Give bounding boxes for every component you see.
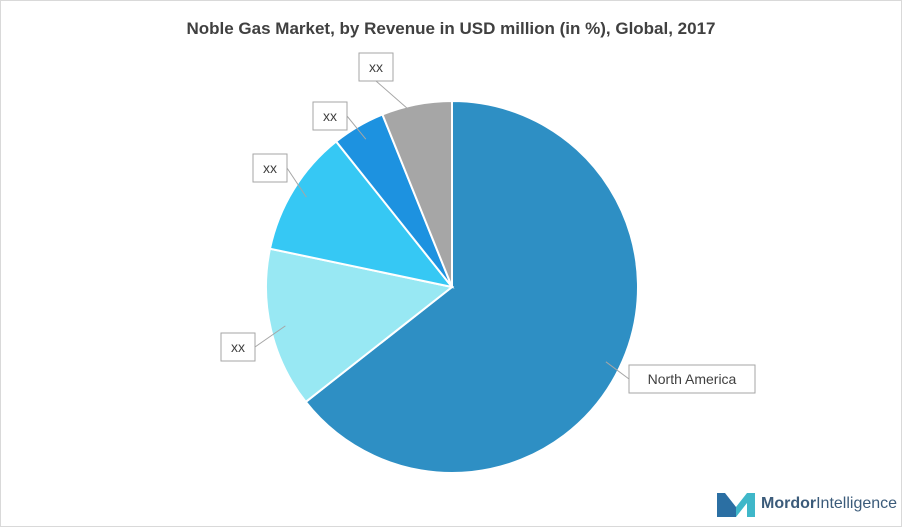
slice-label-1: xx [231, 339, 245, 355]
slice-label-4: xx [369, 59, 383, 75]
pie-slice-2 [268, 140, 455, 289]
callout-box-1 [220, 332, 256, 362]
callout-box-2 [252, 153, 288, 183]
pie-slice-4 [381, 99, 453, 288]
callout-leader-0 [605, 361, 630, 380]
callout-leader-2 [286, 167, 307, 198]
chart-title: Noble Gas Market, by Revenue in USD mill… [186, 19, 716, 38]
callout-leader-1 [254, 325, 286, 348]
mordor-logo-icon [717, 493, 755, 517]
callout-leader-4 [375, 80, 420, 120]
mordor-intelligence-logo: MordorIntelligence [717, 490, 897, 518]
callout-box-4 [358, 52, 394, 82]
callout-leader-3 [346, 115, 367, 140]
callout-box-3 [312, 101, 348, 131]
logo-text: MordorIntelligence [761, 495, 898, 512]
pie-slice-0 [304, 99, 639, 474]
callout-box-0 [628, 364, 756, 394]
slice-label-2: xx [263, 160, 277, 176]
slice-label-0: North America [648, 371, 737, 387]
slice-label-3: xx [323, 108, 337, 124]
pie-slice-1 [265, 247, 455, 404]
